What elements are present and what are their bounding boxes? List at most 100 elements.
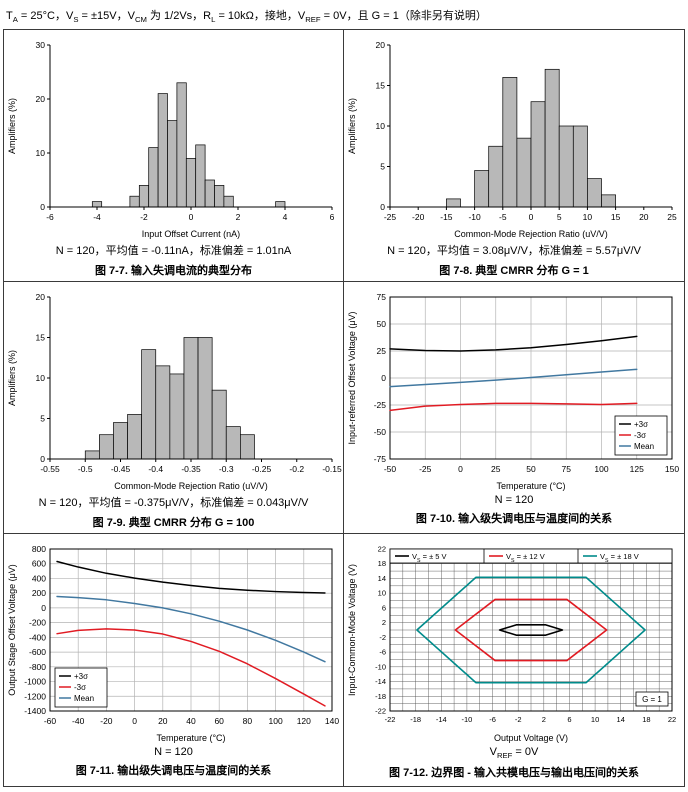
histogram-bar	[141, 349, 157, 460]
histogram-bar	[214, 185, 225, 208]
svg-text:18: 18	[378, 559, 386, 568]
histogram-bar	[223, 196, 234, 208]
histogram-bar	[138, 185, 150, 208]
svg-text:VS = ± 5 V: VS = ± 5 V	[412, 552, 447, 564]
svg-text:10: 10	[591, 715, 599, 724]
svg-text:-20: -20	[412, 212, 425, 222]
series--3σ	[389, 402, 638, 412]
svg-text:15: 15	[36, 333, 46, 343]
svg-text:25: 25	[491, 464, 501, 474]
x-axis-title: Output Voltage (V)	[494, 733, 568, 743]
figure-cell-7-10: -50 -25 0 25 50 75 100 125 150 -75 -50 -25 0 25 50 75 +3…	[344, 282, 684, 535]
histogram-bar	[502, 77, 518, 208]
y-axis-title: Amplifiers (%)	[7, 350, 17, 406]
y-axis-title: Amplifiers (%)	[347, 98, 357, 154]
svg-text:100: 100	[594, 464, 608, 474]
chart-7-11: -60 -40 -20 0 20 40 60 80 100 120 140-1400-1200-10…	[4, 539, 343, 746]
chart-7-9: -0.55 -0.5 -0.45 -0.4 -0.35 -0.3 -0.25 -0.2 -0.1…	[4, 287, 343, 494]
svg-text:-15: -15	[440, 212, 453, 222]
y-axis-title: Input-Common-Mode Voltage (V)	[347, 564, 357, 696]
x-axis: -60 -40 -20 0 20 40 60 80 100 120 140	[44, 716, 340, 726]
svg-text:75: 75	[377, 292, 387, 302]
histogram-bars	[84, 337, 255, 460]
figure-stats-7-12: VREF = 0V	[489, 746, 539, 761]
svg-text:0: 0	[189, 212, 194, 222]
svg-text:-10: -10	[375, 663, 386, 672]
svg-text:2: 2	[542, 715, 546, 724]
svg-text:125: 125	[630, 464, 644, 474]
histogram-bar	[197, 337, 213, 460]
svg-text:-0.45: -0.45	[111, 464, 131, 474]
legend: +3σ -3σ Mean	[614, 415, 668, 456]
histogram-bar	[98, 434, 114, 460]
histogram-bar	[211, 389, 227, 460]
figure-stats-7-11: N = 120	[154, 746, 193, 759]
histogram-bar	[113, 422, 128, 460]
svg-text:0: 0	[380, 202, 385, 212]
histogram-bar	[488, 146, 504, 208]
series-Mean	[389, 368, 638, 388]
x-axis-title: Input Offset Current (nA)	[142, 229, 240, 239]
svg-text:-6: -6	[379, 648, 386, 657]
svg-text:-18: -18	[375, 692, 386, 701]
svg-text:2: 2	[382, 618, 386, 627]
svg-text:-60: -60	[44, 716, 57, 726]
svg-text:5: 5	[40, 414, 45, 424]
histogram-bar	[204, 179, 215, 208]
x-axis-title: Temperature (°C)	[496, 481, 565, 491]
svg-text:-0.4: -0.4	[148, 464, 163, 474]
svg-text:-40: -40	[72, 716, 85, 726]
figure-stats-7-8: N = 120，平均值 = 3.08μV/V，标准偏差 = 5.57μV/V	[387, 245, 641, 258]
svg-text:-0.15: -0.15	[322, 464, 342, 474]
svg-text:-1000: -1000	[24, 677, 46, 687]
svg-text:-25: -25	[419, 464, 432, 474]
svg-text:-400: -400	[29, 633, 46, 643]
figure-cell-7-7: -6 -4 -2 0 2 4 6 0 10 20 30 Input Offset Current (n…	[4, 30, 344, 283]
svg-text:20: 20	[376, 40, 386, 50]
figure-cell-7-12: -22 -18 -14 -10 -6 -2 2 6 10 14 18 22 -22 -18 -14 -10 -6…	[344, 534, 684, 786]
svg-text:100: 100	[269, 716, 283, 726]
series-+3σ	[389, 335, 638, 352]
histogram-bar	[91, 201, 103, 208]
histogram-bar	[129, 196, 140, 208]
y-axis: 0 5 10 15 20	[36, 292, 50, 464]
histogram-bar	[516, 137, 532, 208]
svg-text:VS = ± 18 V: VS = ± 18 V	[600, 552, 639, 564]
svg-text:-25: -25	[374, 400, 387, 410]
figure-stats-7-10: N = 120	[494, 494, 534, 507]
figure-caption-7-9: 图 7-9. 典型 CMRR 分布 G = 100	[92, 517, 255, 530]
x-axis-title: Common-Mode Rejection Ratio (uV/V)	[454, 229, 608, 239]
svg-text:0: 0	[40, 454, 45, 464]
svg-text:20: 20	[36, 94, 46, 104]
svg-text:-50: -50	[384, 464, 397, 474]
svg-text:10: 10	[376, 121, 386, 131]
figure-stats-7-7: N = 120，平均值 = -0.11nA，标准偏差 = 1.01nA	[55, 245, 292, 258]
svg-text:200: 200	[32, 588, 46, 598]
svg-text:-600: -600	[29, 647, 46, 657]
svg-text:0: 0	[529, 212, 534, 222]
histogram-bar	[587, 178, 602, 208]
y-axis: -75 -50 -25 0 25 50 75	[374, 292, 387, 464]
svg-text:-0.3: -0.3	[219, 464, 234, 474]
boundary-polygons	[416, 576, 646, 684]
svg-text:50: 50	[526, 464, 536, 474]
y-axis-title: Input-referred Offset Voltage (μV)	[347, 312, 357, 445]
histogram-bars	[446, 69, 616, 208]
legend: +3σ -3σ Mean	[54, 667, 108, 708]
y-axis-title: Output Stage Offset Voltage (μV)	[7, 564, 17, 696]
plot-frame	[389, 296, 673, 460]
histogram-bar	[183, 337, 199, 460]
svg-text:4: 4	[283, 212, 288, 222]
figures-grid: -6 -4 -2 0 2 4 6 0 10 20 30 Input Offset Current (n…	[3, 29, 685, 788]
svg-text:-0.2: -0.2	[289, 464, 304, 474]
svg-text:15: 15	[376, 81, 386, 91]
x-axis: -25 -20 -15 -10 -5 0 5 10 15 20 25	[384, 207, 677, 222]
svg-text:-20: -20	[100, 716, 113, 726]
svg-text:-10: -10	[461, 715, 472, 724]
svg-text:18: 18	[642, 715, 650, 724]
series-lines	[389, 335, 638, 412]
histogram-bar	[275, 201, 286, 208]
svg-text:25: 25	[377, 346, 387, 356]
histogram-bar	[176, 82, 187, 208]
